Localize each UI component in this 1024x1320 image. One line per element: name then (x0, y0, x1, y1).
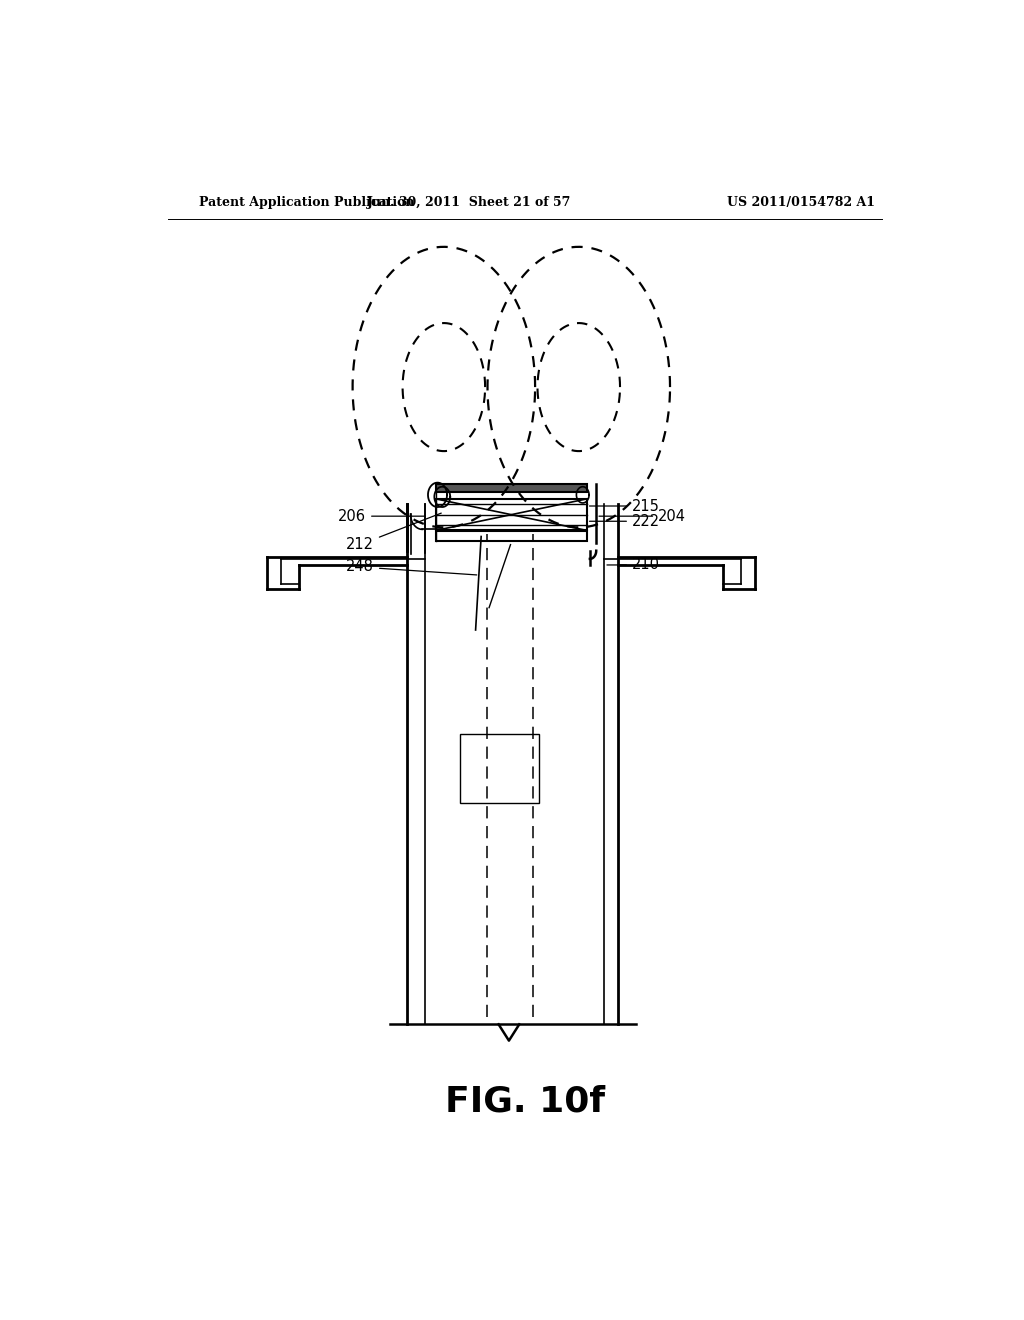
Bar (436, 499, 587, 531)
Text: 212: 212 (346, 513, 441, 552)
Text: 206: 206 (338, 508, 425, 524)
Text: 204: 204 (599, 508, 686, 524)
Bar (436, 483, 587, 492)
Text: 248: 248 (346, 560, 477, 576)
Text: 222: 222 (590, 513, 660, 529)
Text: 215: 215 (590, 499, 659, 513)
Text: Jun. 30, 2011  Sheet 21 of 57: Jun. 30, 2011 Sheet 21 of 57 (367, 195, 571, 209)
Text: 210: 210 (607, 557, 659, 573)
Bar (436, 532, 587, 541)
Text: US 2011/0154782 A1: US 2011/0154782 A1 (727, 195, 876, 209)
Bar (460, 734, 539, 803)
Text: FIG. 10f: FIG. 10f (444, 1085, 605, 1118)
Text: Patent Application Publication: Patent Application Publication (200, 195, 415, 209)
